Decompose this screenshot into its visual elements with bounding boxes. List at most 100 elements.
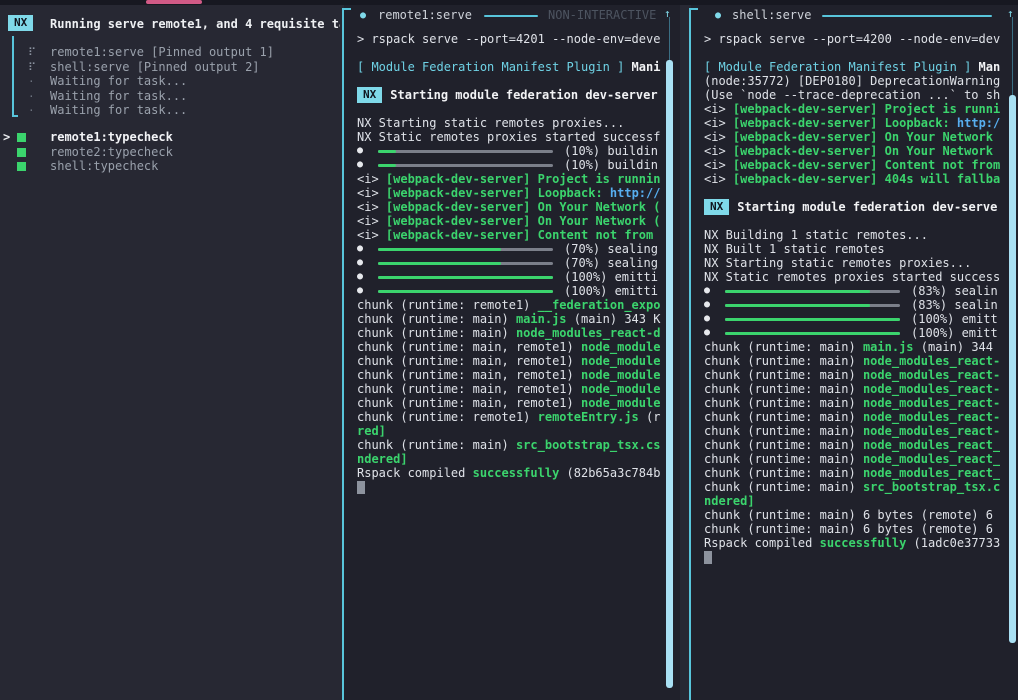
nx-badge-line: NX Starting module federation dev-serve — [704, 199, 1000, 215]
terminal-line: > rspack serve --port=4200 --node-env=de… — [704, 32, 1000, 46]
progress-bullet-icon: ● — [357, 243, 364, 254]
pane-header: ● remote1:serve NON-INTERACTIVE — [344, 8, 680, 24]
window-top-bar — [0, 0, 1018, 5]
progress-bullet-icon: ● — [357, 271, 364, 282]
terminal-line: Rspack compiled successfully (1adc0e3773… — [704, 536, 1000, 550]
badge-message: Starting module federation dev-serve — [737, 200, 998, 214]
progress-bar — [378, 289, 553, 293]
build-progress-line: ● (70%) sealing — [357, 242, 662, 256]
task-label: Waiting for task... — [50, 74, 188, 88]
terminal-line: <i> [webpack-dev-server] Content not fro… — [704, 158, 1000, 172]
terminal-line: chunk (runtime: main) node_modules_react… — [704, 438, 1000, 452]
task-tree-connector — [12, 36, 18, 117]
dot-icon: · — [28, 104, 35, 117]
build-progress-line: ● (100%) emitti — [357, 270, 662, 284]
progress-label: (83%) sealin — [911, 298, 998, 312]
scroll-up-icon[interactable]: ↑ — [1007, 7, 1014, 20]
terminal-line: chunk (runtime: remote1) remoteEntry.js … — [357, 410, 661, 424]
progress-bar-fill — [725, 289, 871, 293]
nx-logo: NX — [357, 87, 383, 103]
top-progress-indicator — [146, 0, 202, 4]
typecheck-task-list: > remote1:typecheck remote2:typecheck shell… — [0, 130, 341, 174]
task-runner-sidebar: NX Running serve remote1, and 4 requisit… — [0, 5, 341, 700]
build-progress-line: ● (10%) buildin — [357, 158, 662, 172]
pane-border — [689, 8, 698, 700]
progress-bar-fill — [378, 247, 501, 251]
terminal-line: ndered] — [357, 452, 408, 466]
blank-line — [357, 46, 662, 60]
spinner-icon: ⠏ — [28, 60, 37, 74]
scrollbar-thumb[interactable] — [666, 60, 673, 688]
progress-bar-fill — [725, 303, 871, 307]
terminal-line: chunk (runtime: main, remote1) node_modu… — [357, 354, 661, 368]
progress-bullet-icon: ● — [357, 285, 364, 296]
progress-bar — [378, 163, 553, 167]
terminal-line: > rspack serve --port=4201 --node-env=de… — [357, 32, 661, 46]
terminal-line: <i> [webpack-dev-server] Loopback: http:… — [357, 186, 661, 200]
nx-logo: NX — [8, 15, 34, 31]
terminal-line: Rspack compiled successfully (82b65a3c78… — [357, 466, 661, 480]
terminal-line: chunk (runtime: main, remote1) node_modu… — [357, 368, 661, 382]
terminal-line: chunk (runtime: main, remote1) node_modu… — [357, 382, 661, 396]
blank-line — [357, 102, 662, 116]
progress-bullet-icon: ● — [704, 313, 711, 324]
terminal-line: <i> [webpack-dev-server] Project is runn… — [357, 172, 661, 186]
scrollbar-track[interactable] — [669, 17, 670, 61]
build-progress-line: ● (100%) emitti — [357, 284, 662, 298]
terminal-pane-shell-serve: ● shell:serve ↑ > rspack serve --port=42… — [689, 5, 1018, 700]
progress-bullet-icon: ● — [704, 327, 711, 338]
non-interactive-label: NON-INTERACTIVE — [548, 8, 657, 22]
blank-line — [357, 74, 662, 88]
terminal-line: <i> [webpack-dev-server] On Your Network — [704, 130, 994, 144]
terminal-line: chunk (runtime: main) src_bootstrap_tsx.… — [357, 438, 661, 452]
pane-border — [342, 8, 351, 700]
terminal-line: <i> [webpack-dev-server] Project is runn… — [704, 102, 1000, 116]
build-progress-line: ● (10%) buildin — [357, 144, 662, 158]
terminal-line: chunk (runtime: main) 6 bytes (remote) 6 — [704, 522, 993, 536]
build-progress-line: ● (100%) emitt — [704, 312, 1000, 326]
task-row[interactable]: · Waiting for task... — [0, 89, 341, 104]
terminal-cursor — [357, 481, 365, 494]
terminal-line: (Use `node --trace-deprecation ...` to s… — [704, 88, 1000, 102]
scrollbar-thumb[interactable] — [1009, 95, 1016, 643]
pane-title: remote1:serve — [378, 8, 472, 22]
terminal-line: chunk (runtime: main, remote1) node_modu… — [357, 396, 661, 410]
progress-label: (100%) emitti — [564, 284, 658, 298]
terminal-line: <i> [webpack-dev-server] Content not fro… — [357, 228, 654, 242]
task-row[interactable]: remote2:typecheck — [0, 145, 341, 160]
terminal-pane-remote1-serve: ● remote1:serve NON-INTERACTIVE ↑ > rspa… — [342, 5, 680, 700]
task-row[interactable]: > remote1:typecheck — [0, 130, 341, 145]
build-progress-line: ● (100%) emitt — [704, 326, 1000, 340]
pane-title: shell:serve — [732, 8, 812, 22]
nx-logo: NX — [704, 199, 730, 215]
progress-label: (70%) sealing — [564, 256, 658, 270]
terminal-line: <i> [webpack-dev-server] On Your Network… — [357, 200, 661, 214]
task-row[interactable]: ⠏ remote1:serve [Pinned output 1] — [0, 45, 341, 60]
terminal-line: [ Module Federation Manifest Plugin ] Ma… — [704, 60, 1000, 74]
progress-bar — [725, 289, 900, 293]
terminal-line: NX Starting static remotes proxies... — [357, 116, 625, 130]
task-success-icon — [17, 133, 26, 142]
terminal-line: chunk (runtime: main) node_modules_react… — [704, 354, 1000, 368]
terminal-line: chunk (runtime: main) node_modules_react… — [704, 410, 1000, 424]
scroll-up-icon[interactable]: ↑ — [664, 7, 671, 20]
running-task-list: ⠏ remote1:serve [Pinned output 1] ⠏ shell:s… — [0, 45, 341, 118]
terminal-line: NX Static remotes proxies started succes… — [357, 130, 661, 144]
terminal-line: chunk (runtime: remote1) __federation_ex… — [357, 298, 661, 312]
progress-bar-fill — [378, 261, 501, 265]
progress-label: (10%) buildin — [564, 158, 658, 172]
task-label: Waiting for task... — [50, 103, 188, 117]
terminal-line: <i> [webpack-dev-server] Loopback: http:… — [704, 116, 1000, 130]
terminal-line: chunk (runtime: main) node_modules_react… — [704, 424, 1000, 438]
terminal-line: <i> [webpack-dev-server] 404s will fallb… — [704, 172, 1000, 186]
task-row[interactable]: ⠏ shell:serve [Pinned output 2] — [0, 60, 341, 75]
terminal-line: chunk (runtime: main) src_bootstrap_tsx.… — [704, 480, 1000, 494]
blank-line — [704, 46, 1000, 60]
task-row[interactable]: · Waiting for task... — [0, 103, 341, 118]
scrollbar-track[interactable] — [1012, 17, 1013, 96]
build-progress-line: ● (70%) sealing — [357, 256, 662, 270]
terminal-line — [357, 480, 662, 494]
run-command-title: Running serve remote1, and 4 requisite t… — [50, 17, 340, 31]
task-row[interactable]: · Waiting for task... — [0, 74, 341, 89]
task-row[interactable]: shell:typecheck — [0, 159, 341, 174]
